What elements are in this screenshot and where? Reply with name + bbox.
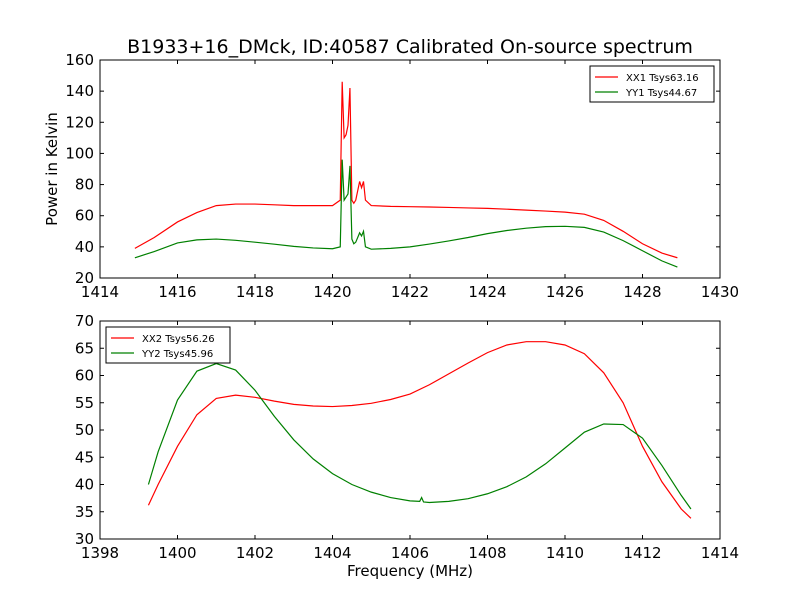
y-tick-label: 20: [75, 269, 94, 287]
x-tick-label: 1420: [313, 283, 351, 301]
y-tick-label: 160: [65, 51, 94, 69]
x-axis-label: Frequency (MHz): [347, 562, 473, 580]
x-tick-label: 1422: [391, 283, 429, 301]
y-tick-label: 70: [75, 312, 94, 330]
y-tick-label: 40: [75, 238, 94, 256]
y-tick-label: 60: [75, 367, 94, 385]
y-axis-label: Power in Kelvin: [43, 112, 61, 226]
series-line-yy2: [147, 362, 692, 510]
legend-entry: YY1 Tsys44.67: [625, 88, 697, 99]
legend: XX1 Tsys63.16 YY1 Tsys44.67: [589, 65, 715, 103]
x-tick-label: 1400: [158, 544, 196, 562]
x-tick-label: 1412: [623, 544, 661, 562]
y-tick-label: 65: [75, 339, 94, 357]
y-tick-label: 35: [75, 503, 94, 521]
lower-spectrum-panel: 1398 1400 1402 1404 1406 1408 1410 1412 1414 30 35…: [75, 312, 739, 580]
x-tick-label: 1414: [81, 283, 119, 301]
y-tick-label: 45: [75, 448, 94, 466]
y-tick-label: 30: [75, 530, 94, 548]
x-tick-label: 1418: [236, 283, 274, 301]
x-tick-label: 1430: [701, 283, 739, 301]
series-line-xx2: [147, 341, 692, 519]
x-tick-label: 1410: [546, 544, 584, 562]
y-tick-label: 120: [65, 113, 94, 131]
legend: XX2 Tsys56.26 YY2 Tsys45.96: [105, 326, 231, 364]
x-tick-label: 1398: [81, 544, 119, 562]
x-tick-label: 1414: [701, 544, 739, 562]
upper-spectrum-panel: 1414 1416 1418 1420 1422 1424 1426 1428 1430 20 40…: [43, 51, 739, 301]
x-tick-label: 1402: [236, 544, 274, 562]
series-line-yy1: [134, 159, 678, 268]
figure-title: B1933+16_DMck, ID:40587 Calibrated On-so…: [127, 36, 693, 58]
x-tick-label: 1416: [158, 283, 196, 301]
y-tick-label: 40: [75, 476, 94, 494]
x-tick-label: 1404: [313, 544, 351, 562]
y-tick-label: 80: [75, 176, 94, 194]
legend-box: [105, 326, 231, 364]
y-tick-label: 100: [65, 144, 94, 162]
x-tick-label: 1406: [391, 544, 429, 562]
y-tick-label: 140: [65, 82, 94, 100]
x-tick-label: 1408: [468, 544, 506, 562]
legend-entry: XX1 Tsys63.16: [626, 73, 699, 84]
legend-entry: YY2 Tsys45.96: [141, 349, 213, 360]
x-tick-label: 1424: [468, 283, 506, 301]
series-line-xx1: [134, 81, 678, 259]
x-tick-label: 1426: [546, 283, 584, 301]
y-tick-label: 60: [75, 207, 94, 225]
x-tick-label: 1428: [623, 283, 661, 301]
y-tick-label: 55: [75, 394, 94, 412]
legend-entry: XX2 Tsys56.26: [142, 334, 215, 345]
legend-box: [589, 65, 715, 103]
y-tick-label: 50: [75, 421, 94, 439]
